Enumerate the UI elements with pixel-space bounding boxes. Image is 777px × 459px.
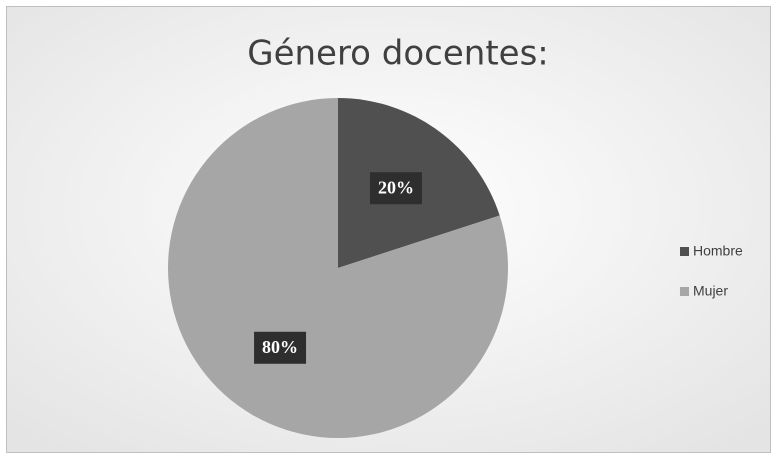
value-label: 20% — [378, 177, 414, 197]
legend-label: Hombre — [693, 243, 743, 259]
legend-swatch — [680, 287, 689, 296]
value-label-box — [254, 331, 307, 364]
legend-label: Mujer — [693, 283, 728, 299]
value-label: 80% — [262, 337, 298, 357]
legend-swatch — [680, 247, 689, 256]
chart-title: Género docentes: — [247, 34, 549, 74]
value-label-box — [369, 172, 422, 205]
pie-slice — [167, 98, 508, 439]
